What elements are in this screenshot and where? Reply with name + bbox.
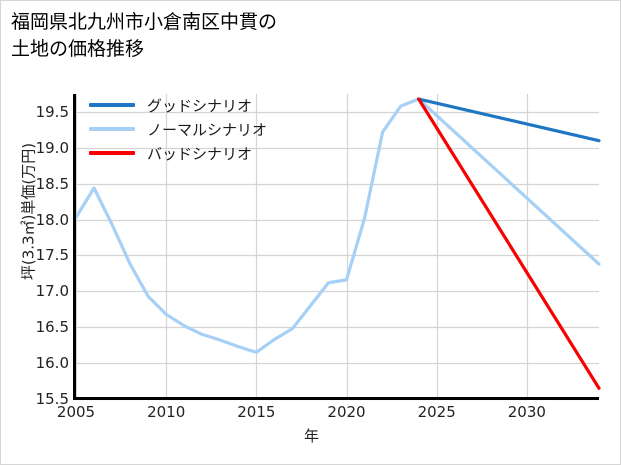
chart-legend: グッドシナリオ ノーマルシナリオ バッドシナリオ <box>89 93 319 165</box>
legend-color-swatch <box>89 127 135 131</box>
x-axis-title: 年 <box>303 427 319 445</box>
plot-area <box>74 94 601 401</box>
y-axis-title: 坪(3.3㎡)単価(万円) <box>19 142 38 281</box>
legend-color-swatch <box>89 151 135 155</box>
x-tick-label: 2020 <box>327 403 366 421</box>
x-tick-label: 2010 <box>147 403 186 421</box>
x-tick-label: 2015 <box>237 403 276 421</box>
x-axis-spine <box>73 397 599 400</box>
y-tick-label: 17.5 <box>35 246 69 265</box>
legend-item[interactable]: グッドシナリオ <box>89 93 319 117</box>
y-axis-tick-labels: 15.5 16.0 16.5 17.0 17.5 18.0 18.5 19.0 19.5 <box>1 1 69 464</box>
legend-item[interactable]: バッドシナリオ <box>89 141 319 165</box>
legend-label: ノーマルシナリオ <box>147 120 268 139</box>
legend-item[interactable]: ノーマルシナリオ <box>89 117 319 141</box>
y-tick-label: 18.0 <box>35 210 69 229</box>
y-tick-label: 17.0 <box>35 282 69 301</box>
x-tick-label: 2025 <box>417 403 456 421</box>
series-line <box>417 97 601 143</box>
x-tick-label: 2005 <box>56 403 96 421</box>
x-tick-label: 2030 <box>507 403 546 421</box>
y-tick-label: 18.5 <box>35 174 69 193</box>
gridlines <box>75 94 599 401</box>
y-tick-label: 19.5 <box>35 102 69 121</box>
series-line <box>417 97 601 390</box>
page-title: 福岡県北九州市小倉南区中貫の 土地の価格推移 <box>11 11 278 60</box>
legend-label: バッドシナリオ <box>147 144 253 163</box>
y-tick-label: 16.0 <box>35 354 69 373</box>
y-tick-label: 19.0 <box>35 138 69 157</box>
series-line <box>74 97 601 354</box>
y-tick-label: 16.5 <box>35 318 69 337</box>
legend-color-swatch <box>89 103 135 107</box>
legend-label: グッドシナリオ <box>147 96 253 115</box>
y-axis-spine <box>73 94 76 400</box>
y-tick-label: 15.5 <box>35 390 69 408</box>
series-lines <box>74 97 601 390</box>
